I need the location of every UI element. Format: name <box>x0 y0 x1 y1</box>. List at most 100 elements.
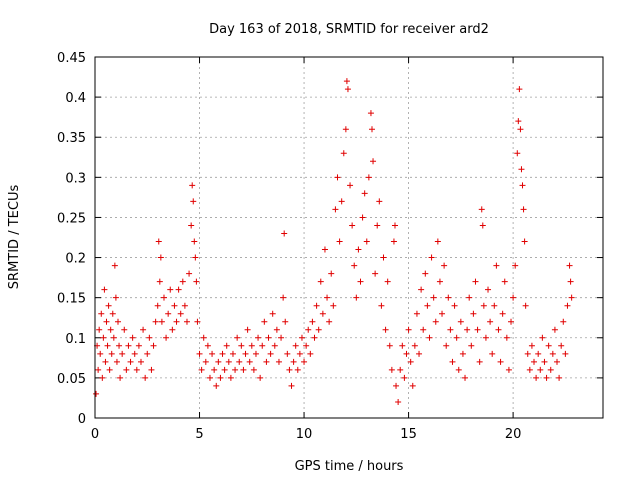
data-point <box>238 342 245 349</box>
data-point <box>227 374 234 381</box>
data-point <box>99 374 106 381</box>
data-point <box>114 318 121 325</box>
data-point <box>244 326 251 333</box>
data-point <box>158 318 165 325</box>
data-point <box>309 318 316 325</box>
data-point <box>144 350 151 357</box>
data-point <box>531 358 538 365</box>
data-point <box>111 262 118 269</box>
data-point <box>198 366 205 373</box>
data-point <box>96 326 103 333</box>
y-tick-label: 0.45 <box>57 51 86 66</box>
data-point <box>519 182 526 189</box>
data-point <box>108 350 115 357</box>
data-point <box>462 374 469 381</box>
data-point <box>104 342 111 349</box>
data-point <box>439 310 446 317</box>
data-point <box>466 294 473 301</box>
data-point <box>512 262 519 269</box>
data-point <box>156 278 163 285</box>
y-tick-label: 0.1 <box>65 332 86 347</box>
data-point <box>298 334 305 341</box>
data-point <box>267 350 274 357</box>
data-point <box>515 118 522 125</box>
data-point <box>190 198 197 205</box>
data-point <box>240 366 247 373</box>
data-point <box>175 286 182 293</box>
data-point <box>142 374 149 381</box>
data-point <box>482 334 489 341</box>
data-point <box>189 182 196 189</box>
data-point <box>380 254 387 261</box>
data-point <box>330 302 337 309</box>
data-point <box>436 278 443 285</box>
data-point <box>453 334 460 341</box>
data-point <box>424 302 431 309</box>
data-point <box>221 366 228 373</box>
data-point <box>336 238 343 245</box>
data-point <box>109 310 116 317</box>
data-point <box>374 222 381 229</box>
data-point <box>554 358 561 365</box>
axis-ticks: 0 0.05 0.1 0.15 0.2 0.25 0.3 0.35 0.4 0.45 0 5 10 15 2… <box>57 51 603 442</box>
data-point <box>568 294 575 301</box>
data-point <box>349 222 356 229</box>
data-point <box>445 294 452 301</box>
data-point <box>196 350 203 357</box>
data-point <box>521 238 528 245</box>
data-point <box>420 326 427 333</box>
data-point <box>135 342 142 349</box>
data-point <box>545 342 552 349</box>
data-point <box>459 350 466 357</box>
data-point <box>232 366 239 373</box>
data-point <box>363 238 370 245</box>
data-point <box>480 302 487 309</box>
data-point <box>401 374 408 381</box>
data-point <box>137 358 144 365</box>
data-point <box>246 358 253 365</box>
data-point <box>441 262 448 269</box>
data-point <box>409 382 416 389</box>
data-point <box>384 278 391 285</box>
data-point <box>378 302 385 309</box>
data-point <box>470 310 477 317</box>
data-point <box>549 350 556 357</box>
data-point <box>422 270 429 277</box>
data-point <box>217 374 224 381</box>
data-point <box>200 334 207 341</box>
x-tick-label: 0 <box>91 427 99 442</box>
data-point <box>478 206 485 213</box>
data-point <box>328 270 335 277</box>
data-point <box>213 382 220 389</box>
data-point <box>564 302 571 309</box>
data-point <box>464 326 471 333</box>
data-point <box>340 150 347 157</box>
data-point <box>278 334 285 341</box>
data-point <box>451 302 458 309</box>
y-tick-label: 0.15 <box>57 292 86 307</box>
data-points <box>93 78 575 405</box>
data-point <box>154 302 161 309</box>
data-point <box>301 358 308 365</box>
x-axis-label: GPS time / hours <box>295 459 404 474</box>
y-tick-label: 0 <box>78 412 86 427</box>
data-point <box>365 174 372 181</box>
data-point <box>263 358 270 365</box>
data-point <box>127 358 134 365</box>
data-point <box>169 326 176 333</box>
data-point <box>567 278 574 285</box>
data-point <box>225 358 232 365</box>
data-point <box>167 286 174 293</box>
data-point <box>116 342 123 349</box>
data-point <box>97 350 104 357</box>
y-tick-label: 0.25 <box>57 211 86 226</box>
data-point <box>250 366 257 373</box>
data-point <box>171 302 178 309</box>
data-point <box>284 350 291 357</box>
data-point <box>455 366 462 373</box>
data-point <box>123 366 130 373</box>
data-point <box>474 326 481 333</box>
data-point <box>434 238 441 245</box>
data-point <box>275 358 282 365</box>
data-point <box>131 350 138 357</box>
